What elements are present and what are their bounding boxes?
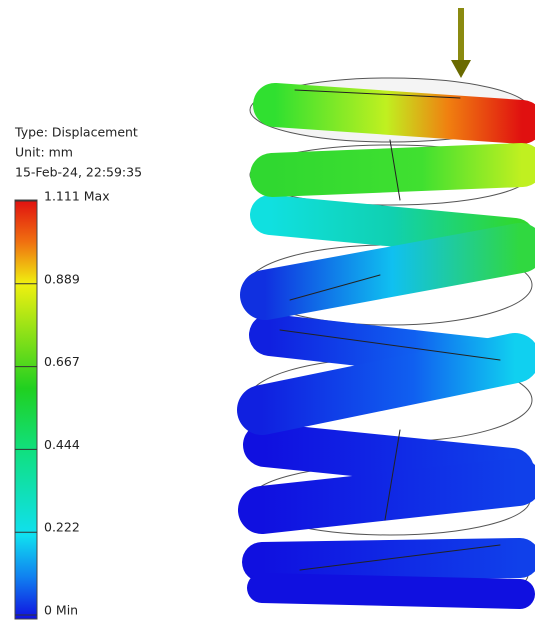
result-unit: Unit: mm: [15, 145, 73, 160]
page: {"info": {"type": "Type: Displacement", …: [0, 0, 535, 622]
legend-label: 1.111 Max: [44, 189, 110, 204]
coil: [272, 165, 522, 175]
load-arrow: [451, 8, 471, 78]
legend-label: 0.222: [44, 520, 80, 535]
coil: [262, 358, 515, 410]
info-block: Type: Displacement Unit: mm 15-Feb-24, 2…: [14, 125, 142, 180]
result-date: 15-Feb-24, 22:59:35: [15, 165, 142, 180]
viewport: Type: Displacement Unit: mm 15-Feb-24, 2…: [0, 0, 535, 622]
coil: [262, 482, 518, 510]
spring-model: [248, 78, 532, 605]
legend-label: 0.444: [44, 437, 80, 452]
legend-label: 0.889: [44, 271, 80, 286]
legend-label: 0.667: [44, 354, 80, 369]
color-legend: 1.111 Max 0.889 0.667 0.444 0.222 0 Min: [15, 189, 110, 620]
coil: [262, 588, 520, 594]
coil: [265, 248, 520, 295]
coil: [275, 105, 522, 122]
result-type: Type: Displacement: [14, 125, 138, 140]
legend-label: 0 Min: [44, 603, 78, 618]
color-bar: [15, 200, 37, 619]
